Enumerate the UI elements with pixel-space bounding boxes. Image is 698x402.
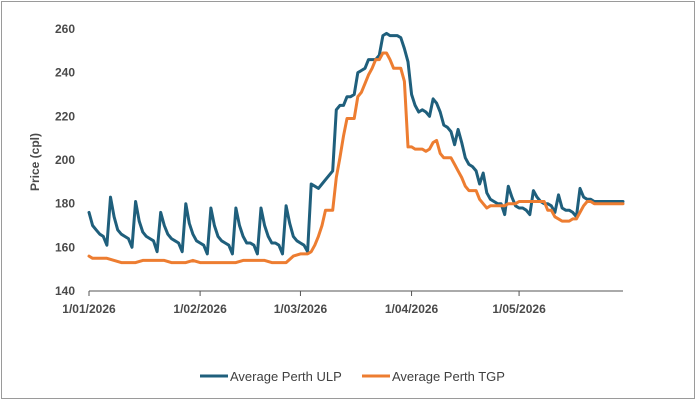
x-tick-label: 1/05/2026 [492, 302, 546, 316]
x-tick-label: 1/03/2026 [274, 302, 328, 316]
x-axis-ticks: 1/01/2026 1/02/2026 1/03/2026 1/04/2026 1/05… [62, 291, 546, 316]
series-line-ulp [87, 31, 625, 256]
y-tick-label: 140 [55, 284, 75, 298]
series-layer [87, 31, 625, 265]
x-tick-label: 1/04/2026 [385, 302, 439, 316]
legend-label: Average Perth TGP [392, 369, 505, 384]
y-axis-ticks: 140 160 180 200 220 240 260 [55, 22, 75, 298]
y-tick-label: 220 [55, 109, 75, 123]
y-axis-title: Price (cpl) [28, 133, 42, 191]
legend-label: Average Perth ULP [230, 369, 342, 384]
x-tick-label: 1/01/2026 [62, 302, 116, 316]
y-tick-label: 200 [55, 153, 75, 167]
x-tick-label: 1/02/2026 [173, 302, 227, 316]
y-tick-label: 260 [55, 22, 75, 36]
series-line-tgp [87, 51, 625, 265]
legend: Average Perth ULP Average Perth TGP [200, 369, 505, 384]
y-tick-label: 160 [55, 240, 75, 254]
y-tick-label: 180 [55, 197, 75, 211]
y-tick-label: 240 [55, 66, 75, 80]
